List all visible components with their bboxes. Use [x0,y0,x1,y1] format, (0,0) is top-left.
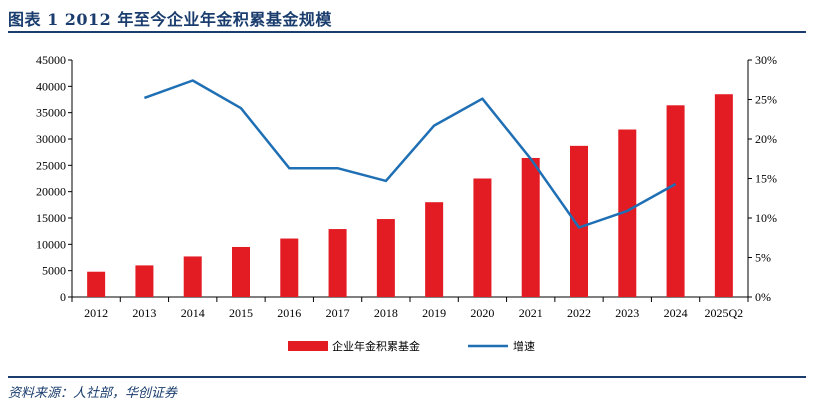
x-tick-label: 2019 [422,306,446,320]
bar [328,229,347,297]
x-tick-label: 2024 [664,306,688,320]
y-right-tick-label: 10% [755,211,777,225]
y-left-tick-label: 45000 [36,53,66,67]
y-right-tick-label: 15% [755,172,777,186]
figure-title: 图表 1 2012 年至今企业年金积累基金规模 [8,10,332,29]
bar [425,202,444,297]
y-left-tick-label: 0 [60,290,66,304]
x-tick-label: 2012 [84,306,108,320]
x-tick-label: 2021 [519,306,543,320]
legend: 企业年金积累基金 增速 [288,339,535,353]
bar [570,145,588,297]
y-left-tick-label: 10000 [36,237,66,251]
x-tick-label: 2015 [229,306,253,320]
x-tick-labels: 2012 2013 2014 2015 2016 2017 2018 2019 2020 2021… [84,306,743,320]
y-left-tick-label: 15000 [36,211,66,225]
title-rule [8,31,806,33]
y-left-tick-label: 35000 [36,106,66,120]
x-tick-label: 2018 [374,306,398,320]
axes-group [68,59,752,302]
bar [87,271,106,297]
y-left-tick-label: 30000 [36,132,66,146]
y-right-tick-labels: 0% 5% 10% 15% 20% 25% 30% [755,53,777,304]
bar [473,178,492,297]
legend-label-bar: 企业年金积累基金 [332,339,420,353]
source-rule [8,376,806,378]
legend-label-line: 增速 [513,339,535,353]
x-tick-label: 2025Q2 [705,306,744,320]
y-right-tick-label: 25% [755,93,777,107]
bar [666,105,685,297]
bar [376,219,395,297]
y-left-tick-label: 5000 [42,264,66,278]
x-tick-label: 2014 [181,306,205,320]
y-left-tick-label: 40000 [36,79,66,93]
bar [232,246,250,297]
bar-series-group [87,94,733,297]
bar [618,129,637,297]
y-left-tick-labels: 0 5000 10000 15000 20000 25000 30000 35000 40000… [36,53,66,304]
bar [183,256,202,297]
y-left-tick-label: 20000 [36,185,66,199]
y-left-tick-label: 25000 [36,158,66,172]
x-tick-label: 2017 [326,306,350,320]
y-right-tick-label: 0% [755,290,771,304]
y-right-tick-label: 5% [755,251,771,265]
bar [521,157,540,297]
y-right-tick-label: 30% [755,53,777,67]
bar [280,238,299,297]
x-tick-label: 2020 [470,306,494,320]
legend-swatch-bar [288,341,328,351]
bar [714,94,733,297]
x-tick-label: 2013 [132,306,156,320]
y-right-tick-label: 20% [755,132,777,146]
x-tick-label: 2023 [615,306,639,320]
growth-line [143,79,677,229]
line-series-group [143,79,677,229]
x-tick-label: 2016 [277,306,301,320]
bar [135,265,154,297]
source-note: 资料来源：人社部，华创证券 [8,386,178,401]
x-tick-label: 2022 [567,306,591,320]
